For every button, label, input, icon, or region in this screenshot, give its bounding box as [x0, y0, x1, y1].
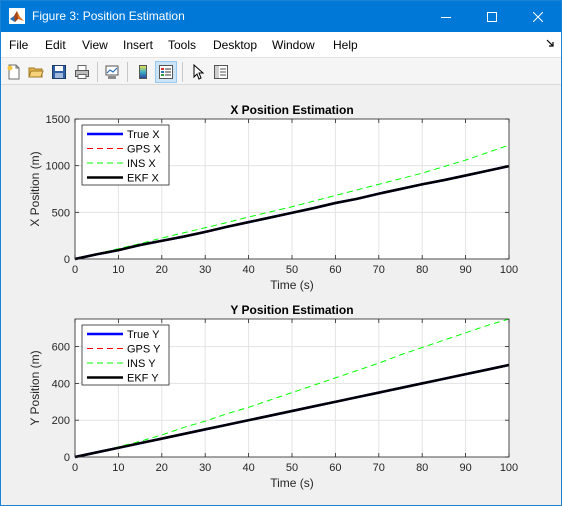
y-plot-legend-label-ins: INS Y: [127, 358, 156, 370]
print-icon: [75, 65, 89, 79]
print-button[interactable]: [71, 61, 93, 83]
property-inspector-button[interactable]: [210, 61, 232, 83]
y-plot-legend-label-true: True Y: [127, 329, 160, 341]
menu-help[interactable]: Help: [333, 38, 358, 52]
y-plot-y-tick-label: 600: [52, 342, 70, 354]
insert-colorbar-icon: [139, 65, 147, 79]
x-plot-x-tick-label: 60: [329, 264, 341, 276]
y-plot-x-tick-label: 30: [199, 462, 211, 474]
open-file-button[interactable]: [25, 61, 47, 83]
title-bar[interactable]: Figure 3: Position Estimation: [1, 1, 561, 32]
link-plot-icon: [105, 65, 119, 79]
window-title: Figure 3: Position Estimation: [32, 9, 185, 23]
menu-file[interactable]: File: [9, 38, 29, 52]
x-plot-legend: True X GPS X INS X EKF X: [81, 124, 170, 186]
x-plot-x-tick-label: 70: [373, 264, 385, 276]
x-plot-x-tick-label: 0: [72, 264, 78, 276]
edit-plot-button[interactable]: [187, 61, 209, 83]
property-inspector-icon: [214, 65, 228, 79]
insert-colorbar-button[interactable]: [132, 61, 154, 83]
x-plot-legend-label-ins: INS X: [127, 158, 156, 170]
y-plot-x-tick-label: 70: [373, 462, 385, 474]
x-plot-x-tick-label: 100: [500, 264, 518, 276]
insert-legend-icon: [159, 65, 173, 79]
y-plot-y-tick-label: 200: [52, 415, 70, 427]
toolbar-separator: [182, 62, 183, 82]
maximize-button[interactable]: [469, 1, 515, 32]
save-icon: [52, 65, 66, 79]
y-plot-x-tick-label: 80: [416, 462, 428, 474]
y-plot-axes: 0 10 20 30 40 50 60 70 80 90 100 0 200 400 600 Y Positi…: [28, 303, 518, 490]
menu-window[interactable]: Window: [272, 38, 315, 52]
x-plot-x-tick-label: 30: [199, 264, 211, 276]
minimize-icon: [441, 16, 451, 18]
new-figure-button[interactable]: [3, 61, 25, 83]
insert-legend-button[interactable]: [155, 61, 177, 83]
edit-plot-icon: [193, 64, 205, 80]
save-button[interactable]: [48, 61, 70, 83]
figure-canvas: 0 10 20 30 40 50 60 70 80 90 100 0 500 1000 1500 X Posi…: [2, 86, 561, 505]
menu-bar: File Edit View Insert Tools Desktop Wind…: [1, 32, 561, 57]
y-plot-y-axis-label: Y Position (m): [28, 350, 42, 425]
y-plot-legend: True Y GPS Y INS Y EKF Y: [81, 324, 170, 386]
x-plot-y-tick-label: 1500: [46, 114, 70, 126]
x-plot-x-tick-label: 80: [416, 264, 428, 276]
y-plot-title: Y Position Estimation: [230, 303, 353, 317]
y-plot-x-tick-label: 20: [156, 462, 168, 474]
x-plot-x-tick-label: 10: [112, 264, 124, 276]
menu-insert[interactable]: Insert: [123, 38, 154, 52]
x-plot-x-axis-label: Time (s): [270, 278, 314, 292]
y-plot-x-tick-label: 60: [329, 462, 341, 474]
menu-tools[interactable]: Tools: [168, 38, 197, 52]
close-icon: [533, 11, 543, 22]
x-plot-x-tick-label: 90: [459, 264, 471, 276]
maximize-icon: [487, 11, 497, 22]
y-plot-x-tick-label: 40: [242, 462, 254, 474]
x-plot-y-tick-label: 500: [52, 207, 70, 219]
x-plot-y-tick-label: 1000: [46, 161, 70, 173]
y-plot-legend-label-ekf: EKF Y: [127, 373, 159, 385]
figure-toolbar: [1, 57, 561, 85]
dock-arrow-icon[interactable]: [546, 39, 555, 48]
x-plot-x-tick-label: 50: [286, 264, 298, 276]
x-plot-series-ekf: [74, 164, 510, 261]
new-figure-icon: [7, 64, 20, 80]
y-plot-x-tick-label: 90: [459, 462, 471, 474]
y-plot-x-tick-label: 0: [72, 462, 78, 474]
close-button[interactable]: [515, 1, 561, 32]
y-plot-y-tick-label: 400: [52, 378, 70, 390]
minimize-button[interactable]: [423, 1, 469, 32]
x-plot-legend-label-ekf: EKF X: [127, 173, 159, 185]
toolbar-separator: [97, 62, 98, 82]
matlab-logo-icon: [9, 8, 25, 24]
menu-desktop[interactable]: Desktop: [213, 38, 258, 52]
x-plot-x-tick-label: 20: [156, 264, 168, 276]
toolbar-separator: [127, 62, 128, 82]
y-plot-series-ins: [74, 318, 510, 458]
menu-view[interactable]: View: [82, 38, 108, 52]
link-plot-button[interactable]: [101, 61, 123, 83]
y-plot-x-tick-label: 100: [500, 462, 518, 474]
menu-edit[interactable]: Edit: [45, 38, 66, 52]
x-plot-x-tick-label: 40: [242, 264, 254, 276]
x-plot-y-axis-label: X Position (m): [28, 151, 42, 226]
y-plot-x-tick-label: 10: [112, 462, 124, 474]
y-plot-x-tick-label: 50: [286, 462, 298, 474]
x-plot-legend-label-gps: GPS X: [127, 144, 161, 156]
y-plot-legend-label-gps: GPS Y: [127, 344, 161, 356]
open-file-icon: [28, 67, 44, 78]
y-plot-x-axis-label: Time (s): [270, 476, 314, 490]
y-plot-y-tick-label: 0: [64, 452, 70, 464]
y-plot-series-ekf: [74, 363, 510, 459]
x-plot-title: X Position Estimation: [230, 103, 353, 117]
x-plot-y-tick-label: 0: [64, 254, 70, 266]
x-plot-series-ins: [74, 144, 510, 260]
x-plot-legend-label-true: True X: [127, 129, 160, 141]
